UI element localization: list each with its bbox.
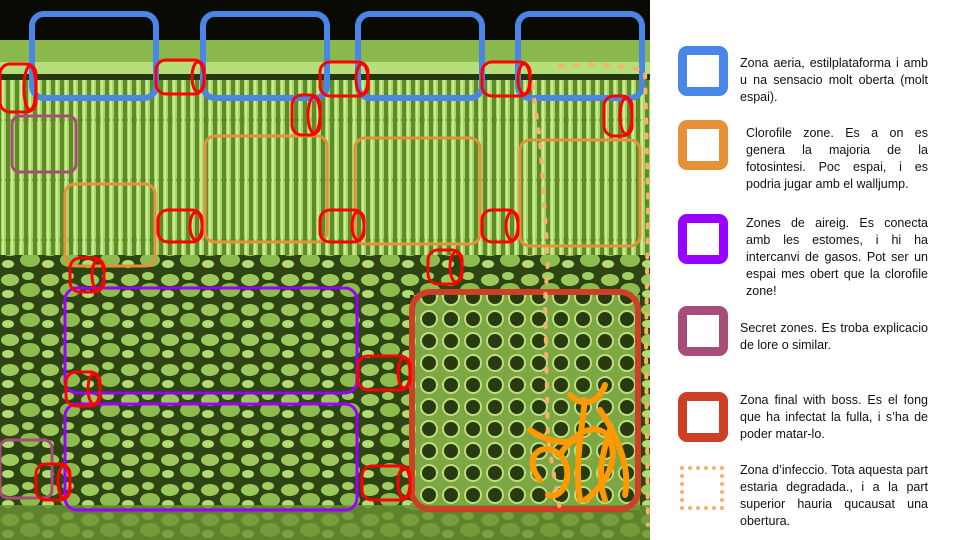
legend-swatch-chlorophyll bbox=[678, 120, 728, 170]
fungus-stroke-6 bbox=[527, 427, 578, 445]
aerial-zone-4 bbox=[515, 11, 645, 101]
aeration-zone-1 bbox=[63, 286, 359, 395]
connector-5 bbox=[290, 93, 322, 137]
connector-9 bbox=[480, 208, 520, 244]
chlorophyll-zone-1 bbox=[63, 182, 157, 268]
connector-15 bbox=[360, 464, 412, 502]
legend-swatch-secret bbox=[678, 306, 728, 356]
aerial-zone-3 bbox=[355, 11, 485, 101]
aerial-zone-1 bbox=[29, 11, 159, 101]
legend-swatch-aeration bbox=[678, 214, 728, 264]
infection-zone-boundary bbox=[528, 68, 562, 512]
legend-text-infection: Zona d’infeccio. Tota aquesta part estar… bbox=[740, 463, 928, 528]
legend-text-aerial: Zona aeria, estilplataforma i amb u na s… bbox=[740, 56, 928, 104]
aeration-zone-2 bbox=[63, 402, 359, 512]
connector-6 bbox=[602, 94, 634, 138]
legend-swatch-infection bbox=[680, 466, 724, 510]
connector-7 bbox=[156, 208, 204, 244]
chlorophyll-zone-4 bbox=[518, 138, 642, 248]
fungus-stroke-5 bbox=[597, 407, 630, 498]
legend-text-boss: Zona final with boss. Es el fong que ha … bbox=[740, 393, 928, 441]
connector-14 bbox=[34, 462, 72, 502]
connector-1 bbox=[0, 62, 38, 114]
fungus-stroke-4 bbox=[574, 397, 588, 503]
aerial-zone-2 bbox=[200, 11, 330, 101]
connector-10 bbox=[68, 256, 106, 294]
legend-text-aeration: Zones de aireig. Es conecta amb les esto… bbox=[746, 216, 928, 298]
legend-swatch-aerial bbox=[678, 46, 728, 96]
connector-8 bbox=[318, 208, 366, 244]
connector-3 bbox=[318, 60, 370, 98]
connector-11 bbox=[426, 248, 464, 286]
legend-text-secret: Secret zones. Es troba explicacio de lor… bbox=[740, 321, 928, 352]
fungus-stroke-7 bbox=[597, 427, 613, 503]
chlorophyll-zone-2 bbox=[203, 134, 329, 244]
secret-zone-2 bbox=[0, 438, 54, 500]
zone-legend: Zona aeria, estilplataforma i amb u na s… bbox=[650, 0, 960, 540]
legend-text-chlorophyll: Clorofile zone. Es a on es genera la maj… bbox=[746, 126, 928, 191]
legend-swatch-boss bbox=[678, 392, 728, 442]
leaf-cross-section-map bbox=[0, 0, 650, 540]
secret-zone-1 bbox=[10, 114, 78, 174]
connector-2 bbox=[154, 58, 206, 96]
fungus-stroke-3 bbox=[567, 382, 608, 406]
connector-12 bbox=[64, 370, 102, 408]
chlorophyll-zone-3 bbox=[353, 136, 482, 246]
connector-13 bbox=[356, 354, 412, 392]
boss-zone bbox=[409, 289, 641, 512]
connector-4 bbox=[480, 60, 532, 98]
infection-zone-boundary-right bbox=[558, 61, 650, 527]
